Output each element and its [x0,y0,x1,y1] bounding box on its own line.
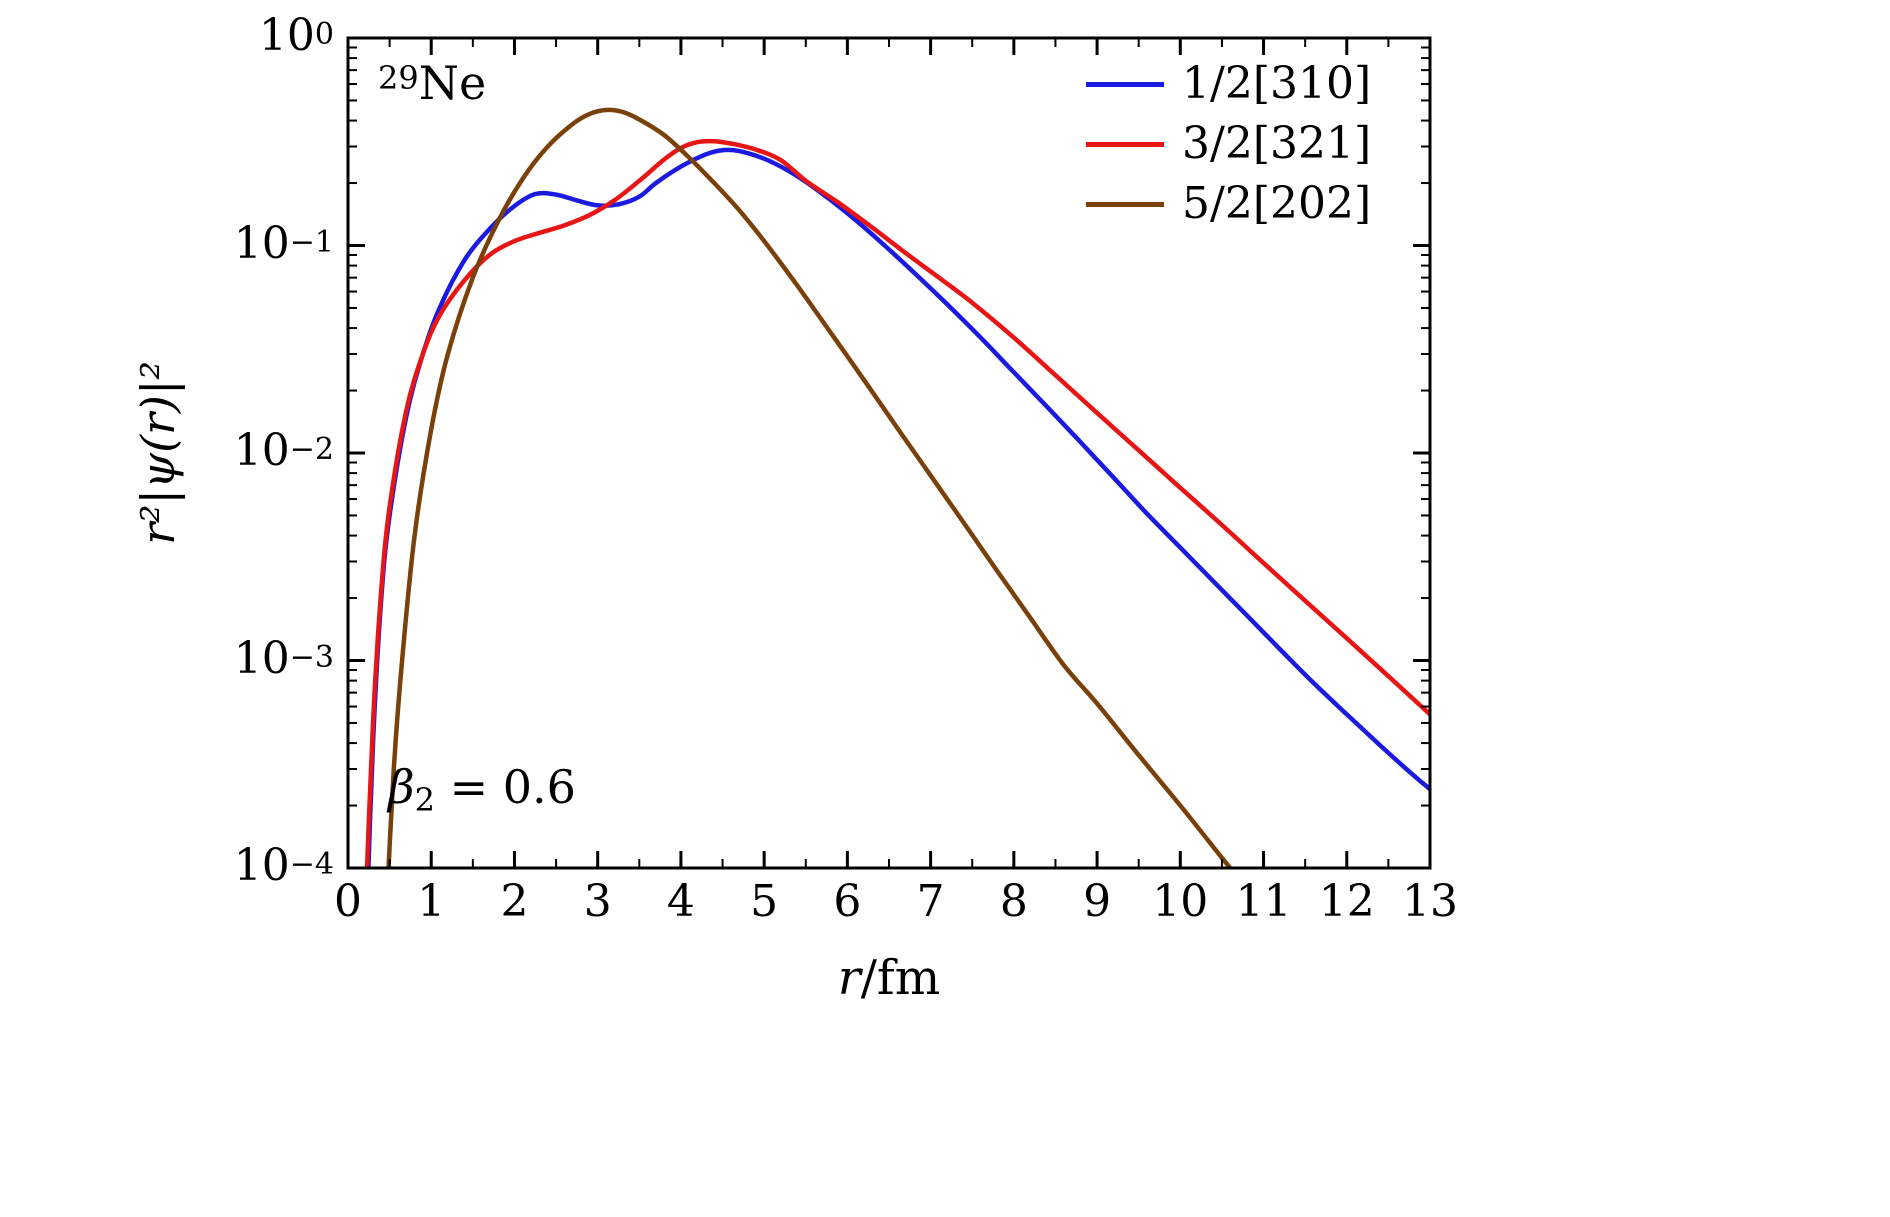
legend-label: 1/2[310] [1182,58,1372,109]
legend-line-red [1086,141,1164,147]
beta-symbol: β [388,760,415,814]
curve-3-2-321- [364,138,1430,868]
legend-line-blue [1086,81,1164,87]
isotope-element: Ne [418,56,487,110]
x-axis-variable: r [837,950,861,1006]
legend-label: 5/2[202] [1182,178,1372,229]
legend-item: 1/2[310] [1086,54,1371,114]
beta2-label: β2 = 0.6 [388,760,576,819]
beta-subscript: 2 [414,781,435,819]
legend-line-brown [1086,201,1164,207]
isotope-label: 29Ne [378,56,486,110]
curve-5-2-202- [386,107,1234,868]
beta-value: = 0.6 [434,760,576,814]
x-axis-title: r/fm [838,950,940,1006]
x-axis-unit: /fm [860,950,941,1006]
isotope-mass-number: 29 [378,59,419,97]
legend-label: 3/2[321] [1182,118,1372,169]
legend-item: 3/2[321] [1086,114,1371,174]
legend-item: 5/2[202] [1086,174,1371,234]
legend: 1/2[310] 3/2[321] 5/2[202] [1086,54,1371,234]
y-axis-title: r²|ψ(r)|² [131,361,185,545]
